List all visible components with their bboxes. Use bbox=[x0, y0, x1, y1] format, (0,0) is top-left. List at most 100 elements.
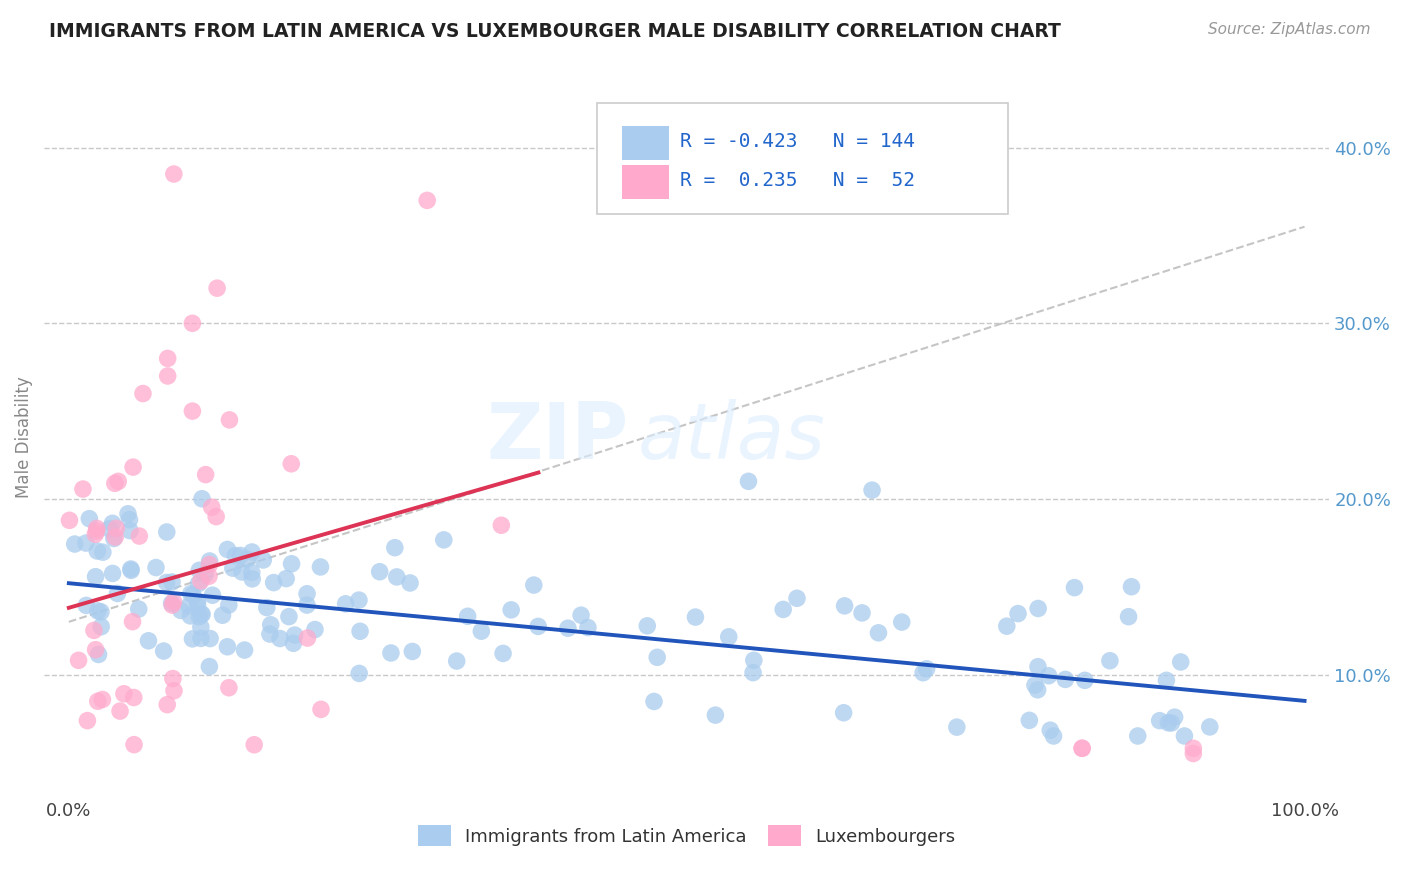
Point bbox=[181, 588, 204, 602]
Point bbox=[83, 624, 105, 638]
Point bbox=[1026, 659, 1049, 673]
Point bbox=[190, 620, 212, 634]
Point bbox=[1163, 710, 1185, 724]
Point bbox=[188, 563, 211, 577]
Point bbox=[470, 624, 492, 639]
Point bbox=[283, 636, 305, 650]
Point bbox=[152, 644, 174, 658]
Point bbox=[912, 665, 935, 680]
Point bbox=[118, 524, 141, 538]
Point bbox=[240, 566, 263, 580]
Point bbox=[67, 653, 90, 667]
Point bbox=[995, 619, 1018, 633]
Point bbox=[347, 593, 370, 607]
Point bbox=[87, 604, 110, 618]
Point bbox=[211, 608, 233, 623]
Point bbox=[1170, 655, 1192, 669]
Point bbox=[309, 702, 332, 716]
Point bbox=[1071, 741, 1094, 756]
Point bbox=[1038, 669, 1060, 683]
Point bbox=[335, 597, 357, 611]
Point bbox=[380, 646, 402, 660]
Text: Source: ZipAtlas.com: Source: ZipAtlas.com bbox=[1208, 22, 1371, 37]
Point bbox=[1149, 714, 1171, 728]
Point bbox=[491, 518, 513, 533]
Point bbox=[84, 642, 107, 657]
Point bbox=[198, 632, 221, 646]
Point bbox=[162, 672, 184, 686]
Point bbox=[86, 524, 108, 538]
Point bbox=[915, 662, 938, 676]
Point bbox=[191, 607, 214, 622]
Point bbox=[260, 617, 283, 632]
Point bbox=[280, 557, 302, 571]
FancyBboxPatch shape bbox=[596, 103, 1008, 214]
Point bbox=[384, 541, 406, 555]
Point bbox=[190, 574, 212, 588]
Point bbox=[121, 615, 143, 629]
Point bbox=[179, 608, 201, 623]
Point bbox=[218, 681, 240, 695]
Point bbox=[72, 482, 94, 496]
Point bbox=[284, 628, 307, 642]
Point bbox=[170, 603, 193, 617]
Point bbox=[416, 194, 439, 208]
Point bbox=[1121, 580, 1143, 594]
Point bbox=[181, 632, 204, 646]
Point bbox=[120, 563, 142, 577]
Point bbox=[118, 513, 141, 527]
Point bbox=[297, 631, 319, 645]
Point bbox=[946, 720, 969, 734]
Point bbox=[557, 621, 579, 635]
Point bbox=[347, 666, 370, 681]
Point bbox=[278, 609, 301, 624]
Point bbox=[156, 524, 179, 539]
Point bbox=[1198, 720, 1220, 734]
Point bbox=[236, 552, 259, 566]
Point bbox=[107, 586, 129, 600]
Point bbox=[101, 566, 124, 581]
Point bbox=[190, 632, 212, 646]
Point bbox=[295, 587, 318, 601]
Point bbox=[433, 533, 456, 547]
Point bbox=[163, 683, 186, 698]
Point bbox=[1054, 673, 1077, 687]
Point bbox=[160, 598, 183, 612]
Point bbox=[79, 511, 101, 525]
Point bbox=[98, 522, 121, 536]
Point bbox=[368, 565, 391, 579]
Point bbox=[205, 509, 228, 524]
Point bbox=[181, 316, 204, 330]
Point bbox=[231, 565, 253, 579]
Point bbox=[860, 483, 883, 497]
Legend: Immigrants from Latin America, Luxembourgers: Immigrants from Latin America, Luxembour… bbox=[411, 818, 963, 854]
Point bbox=[180, 587, 202, 601]
Point bbox=[198, 558, 221, 572]
Y-axis label: Male Disability: Male Disability bbox=[15, 376, 32, 499]
Point bbox=[91, 545, 114, 559]
Point bbox=[501, 603, 523, 617]
Text: atlas: atlas bbox=[638, 400, 825, 475]
Point bbox=[252, 553, 274, 567]
Point bbox=[1098, 654, 1121, 668]
Point bbox=[132, 386, 155, 401]
Point bbox=[1026, 682, 1049, 697]
Point bbox=[122, 690, 145, 705]
Point bbox=[576, 621, 599, 635]
Point bbox=[224, 549, 246, 563]
Point bbox=[295, 598, 318, 612]
Point bbox=[155, 575, 177, 590]
Point bbox=[177, 599, 200, 613]
Point bbox=[198, 554, 221, 568]
Point bbox=[742, 665, 765, 680]
Point bbox=[108, 704, 131, 718]
Point bbox=[401, 644, 423, 658]
Point bbox=[492, 647, 515, 661]
Point bbox=[75, 599, 97, 613]
Point bbox=[385, 570, 408, 584]
Point bbox=[643, 694, 665, 708]
Point bbox=[87, 694, 110, 708]
Point bbox=[91, 692, 114, 706]
Point bbox=[1039, 723, 1062, 738]
Point bbox=[349, 624, 371, 639]
